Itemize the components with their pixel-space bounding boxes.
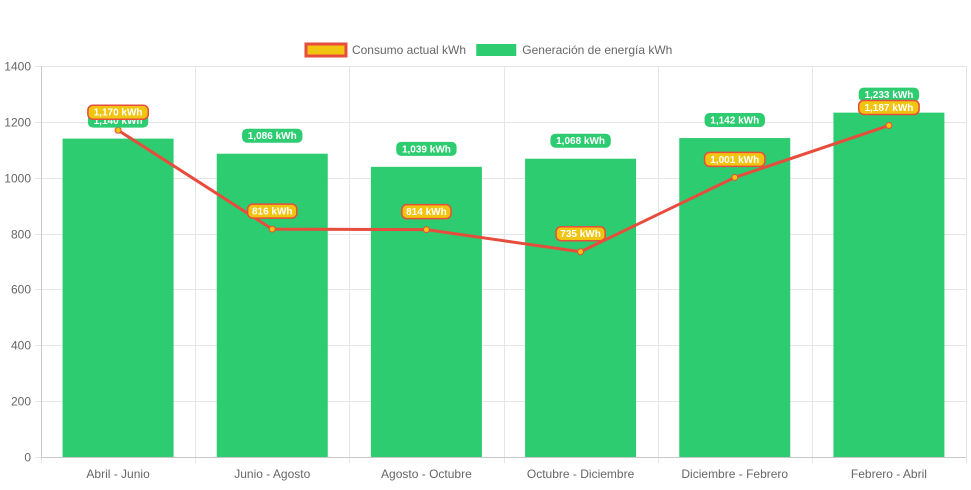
data-label-consumption-bg bbox=[857, 99, 920, 116]
y-tick-label: 1000 bbox=[4, 172, 31, 186]
point-consumption bbox=[885, 121, 893, 129]
point-consumption bbox=[114, 126, 122, 134]
data-label-consumption: 814 kWh bbox=[401, 203, 452, 220]
legend-item: Generación de energía kWh bbox=[476, 43, 672, 57]
data-label-generation-text: 1,068 kWh bbox=[556, 136, 605, 147]
data-label-consumption-bg bbox=[555, 225, 606, 242]
legend-swatch-generation bbox=[476, 44, 517, 56]
data-label-consumption-text: 1,170 kWh bbox=[94, 108, 143, 119]
bar-generation bbox=[679, 138, 791, 457]
line-consumption bbox=[117, 124, 890, 254]
data-label-generation-bg bbox=[704, 113, 765, 128]
data-label-consumption-bg bbox=[401, 203, 452, 220]
legend: Consumo actual kWh Generación de energía … bbox=[304, 42, 672, 58]
point-consumption bbox=[577, 248, 585, 256]
bar-series bbox=[62, 112, 945, 458]
data-label-consumption-text: 816 kWh bbox=[252, 207, 293, 218]
data-label-generation-bg bbox=[242, 128, 303, 143]
data-label-consumption-text: 735 kWh bbox=[560, 229, 601, 240]
legend-label: Generación de energía kWh bbox=[522, 43, 672, 57]
point-consumption bbox=[422, 226, 430, 234]
x-tick-label: Octubre - Diciembre bbox=[527, 467, 635, 481]
data-label-generation-text: 1,086 kWh bbox=[248, 131, 297, 142]
line-series bbox=[114, 121, 893, 256]
data-label-consumption: 735 kWh bbox=[555, 225, 606, 242]
bar-generation bbox=[62, 138, 174, 457]
data-label-generation-text: 1,039 kWh bbox=[402, 144, 451, 155]
data-label-generation: 1,142 kWh bbox=[704, 113, 765, 128]
grid-layer bbox=[35, 66, 967, 463]
bar-generation bbox=[216, 153, 328, 457]
data-label-consumption-bg bbox=[87, 104, 150, 120]
data-label-generation-bg bbox=[396, 141, 457, 156]
bar-generation bbox=[525, 158, 637, 458]
axis-layer: 0 200 400 600 800 1000 1200 1400 Abril - Junio Ju… bbox=[4, 60, 966, 481]
point-consumption bbox=[731, 173, 739, 181]
y-tick-label: 600 bbox=[11, 283, 31, 297]
data-label-consumption-text: 1,187 kWh bbox=[864, 103, 913, 114]
data-label-consumption: 1,187 kWh bbox=[857, 99, 920, 116]
data-label-generation: 1,086 kWh bbox=[242, 128, 303, 143]
data-label-generation-bg bbox=[550, 133, 611, 148]
data-label-consumption-bg bbox=[246, 203, 298, 219]
data-label-consumption-text: 1,001 kWh bbox=[710, 155, 759, 166]
data-label-generation: 1,068 kWh bbox=[550, 133, 611, 148]
legend-item: Consumo actual kWh bbox=[304, 42, 466, 58]
point-consumption bbox=[268, 225, 276, 233]
data-label-generation: 1,039 kWh bbox=[396, 141, 457, 156]
data-label-layer: 1,140 kWh 1,086 kWh 1,039 kWh 1,068 kWh 1,14… bbox=[87, 87, 920, 242]
data-label-consumption-bg bbox=[703, 151, 766, 168]
data-label-consumption-text: 814 kWh bbox=[406, 207, 447, 218]
y-tick-label: 400 bbox=[11, 339, 31, 353]
y-tick-label: 200 bbox=[11, 395, 31, 409]
data-label-generation-text: 1,233 kWh bbox=[864, 90, 913, 101]
bar-generation bbox=[833, 112, 945, 457]
y-tick-label: 800 bbox=[11, 228, 31, 242]
x-tick-label: Febrero - Abril bbox=[851, 467, 927, 481]
x-tick-label: Diciembre - Febrero bbox=[681, 467, 788, 481]
data-label-generation-bg bbox=[858, 87, 920, 102]
y-tick-label: 1200 bbox=[4, 116, 31, 130]
y-tick-label: 0 bbox=[24, 451, 31, 465]
x-tick-label: Agosto - Octubre bbox=[381, 467, 472, 481]
data-label-consumption: 1,001 kWh bbox=[703, 151, 766, 168]
data-label-consumption: 816 kWh bbox=[246, 203, 298, 219]
data-label-generation-text: 1,140 kWh bbox=[94, 116, 143, 127]
legend-swatch-consumption bbox=[304, 42, 348, 58]
data-label-generation: 1,233 kWh bbox=[858, 87, 920, 102]
data-label-consumption: 1,170 kWh bbox=[87, 104, 150, 120]
y-tick-label: 1400 bbox=[4, 60, 31, 74]
data-label-generation-text: 1,142 kWh bbox=[710, 116, 759, 127]
legend-label: Consumo actual kWh bbox=[352, 43, 466, 57]
x-tick-label: Junio - Agosto bbox=[234, 467, 310, 481]
x-tick-label: Abril - Junio bbox=[86, 467, 150, 481]
